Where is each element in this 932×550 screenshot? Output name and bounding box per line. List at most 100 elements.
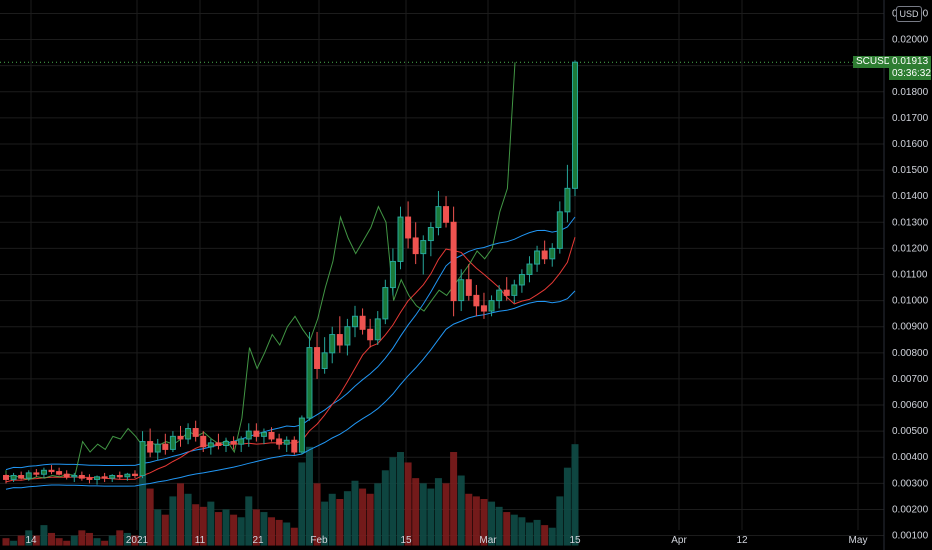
y-tick-label: 0.00700 — [892, 374, 929, 385]
candle-body — [541, 250, 548, 260]
volume-bar — [146, 488, 154, 546]
base-line — [5, 237, 576, 483]
volume-bar — [25, 530, 33, 546]
last-price-label: 0.01913 — [889, 56, 931, 69]
volume-bar — [131, 535, 139, 546]
volume-bar — [260, 512, 268, 546]
volume-bar — [283, 522, 291, 546]
volume-bar — [230, 514, 238, 546]
candle-body — [458, 279, 465, 302]
y-axis[interactable]: 0.021000.020000.019000.018000.017000.016… — [892, 8, 929, 541]
x-tick-label: Feb — [310, 535, 328, 546]
volume-bar — [192, 504, 200, 546]
volume-bar — [48, 532, 56, 546]
candle-body — [268, 431, 275, 440]
candle-body — [116, 475, 123, 478]
volume-bar — [123, 532, 131, 546]
candle-body — [48, 469, 55, 473]
volume-bar — [366, 493, 374, 546]
candle-body — [420, 240, 427, 255]
y-tick-label: 0.00300 — [892, 478, 929, 489]
volume-bar — [40, 525, 48, 546]
candle-body — [185, 428, 192, 440]
candle-body — [154, 443, 161, 453]
candle-body — [556, 211, 563, 249]
candle-body — [314, 347, 321, 369]
candle-body — [63, 473, 70, 478]
currency-label[interactable]: USD — [896, 6, 922, 22]
volume-bar — [161, 514, 169, 546]
volume-bar — [525, 522, 533, 546]
y-tick-label: 0.00100 — [892, 531, 929, 542]
y-tick-label: 0.01000 — [892, 296, 929, 307]
upper-band-line — [5, 216, 576, 471]
candle-body — [223, 441, 230, 446]
volume-bar — [412, 478, 420, 546]
candle-body — [389, 260, 396, 289]
volume-bar — [116, 530, 124, 546]
volume-bar — [298, 462, 306, 546]
volume-bar — [245, 496, 253, 546]
volume-bar — [17, 535, 25, 546]
volume-bar — [305, 446, 313, 546]
candle-body — [496, 289, 503, 302]
y-tick-label: 0.01400 — [892, 191, 929, 202]
volume-bar — [510, 514, 518, 546]
volume-bar — [556, 496, 564, 546]
volume-bar — [93, 538, 101, 546]
candle-body — [503, 289, 510, 296]
volume-bar — [457, 475, 465, 546]
candle-body — [488, 300, 495, 312]
candle-body — [351, 315, 358, 328]
indicator-lines — [0, 61, 884, 490]
candle-body — [71, 475, 78, 478]
volume-bar — [275, 519, 283, 546]
y-tick-label: 0.01600 — [892, 139, 929, 150]
grid — [0, 0, 884, 537]
candle-body — [139, 441, 146, 477]
volume-bar — [313, 483, 321, 546]
x-tick-label: Apr — [671, 535, 687, 546]
x-tick-label: May — [849, 535, 868, 546]
candle-body — [101, 476, 108, 479]
candle-body — [427, 227, 434, 242]
y-tick-label: 0.00500 — [892, 426, 929, 437]
candle-body — [18, 475, 25, 479]
candle-body — [276, 438, 283, 445]
volume-bar — [321, 501, 329, 546]
volume-bars — [2, 444, 579, 546]
volume-bar — [533, 519, 541, 546]
symbol-label: SCUSD — [853, 56, 895, 69]
volume-bar — [480, 499, 488, 546]
volume-bar — [359, 488, 367, 546]
x-tick-label: 11 — [195, 535, 206, 546]
x-tick-label: 21 — [252, 535, 264, 546]
candle-body — [321, 352, 328, 369]
candle-body — [329, 334, 336, 354]
x-tick-label: 15 — [400, 535, 412, 546]
bar-countdown-label: 03:36:32 — [889, 68, 931, 81]
candle-body — [253, 430, 260, 437]
candle-body — [40, 469, 47, 475]
candle-body — [374, 318, 381, 341]
volume-bar — [237, 517, 245, 546]
candle-body — [78, 475, 85, 479]
volume-bar — [419, 483, 427, 546]
volume-bar — [548, 527, 556, 546]
y-tick-label: 0.01500 — [892, 165, 929, 176]
candle-body — [238, 438, 245, 445]
candle-body — [359, 315, 366, 330]
candle-body — [245, 430, 252, 440]
volume-bar — [176, 483, 184, 546]
volume-bar — [32, 535, 40, 546]
volume-bar — [442, 483, 450, 546]
volume-bar — [541, 525, 549, 546]
candle-body — [207, 442, 214, 448]
x-axis[interactable]: 14 2021 11 21 Feb 15 Mar 15 Apr 12 May — [25, 535, 867, 546]
candle-body — [283, 439, 290, 445]
candle-body — [397, 216, 404, 262]
volume-bar — [389, 457, 397, 546]
candle-body — [298, 417, 305, 453]
volume-bar — [427, 488, 435, 546]
